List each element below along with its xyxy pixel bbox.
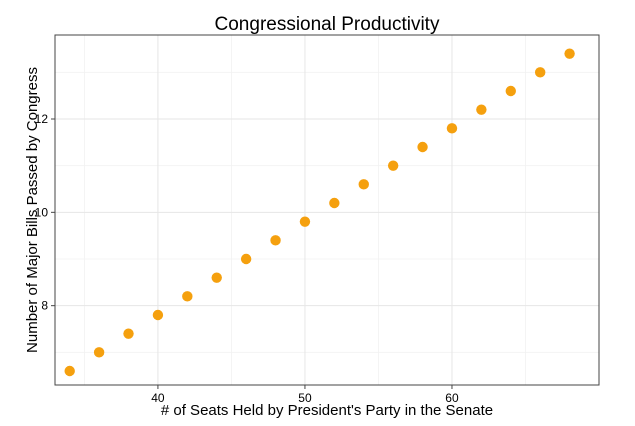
x-tick-label: 50	[298, 391, 312, 405]
data-point	[505, 85, 516, 97]
data-point	[387, 160, 399, 171]
data-point	[329, 197, 340, 209]
y-axis-label: Number of Major Bills Passed by Congress	[24, 67, 41, 353]
x-tick-label: 60	[445, 391, 459, 405]
data-point	[64, 365, 75, 377]
data-point	[476, 104, 487, 115]
data-point	[534, 67, 546, 78]
data-point	[240, 253, 252, 265]
data-point	[299, 216, 311, 227]
chart-title: Congressional Productivity	[215, 14, 440, 35]
data-point	[93, 347, 105, 358]
data-point	[211, 272, 222, 283]
data-point	[564, 48, 575, 59]
y-tick-label: 12	[35, 112, 49, 126]
y-tick-label: 10	[35, 205, 49, 219]
data-point	[182, 291, 193, 302]
data-point	[446, 123, 458, 134]
grid-lines	[55, 35, 599, 385]
data-point	[123, 328, 134, 339]
x-tick-label: 40	[151, 391, 165, 405]
y-tick-label: 8	[41, 299, 48, 313]
plot-panel	[54, 34, 600, 386]
data-point	[270, 235, 281, 246]
data-point	[152, 309, 164, 321]
data-points	[64, 48, 575, 377]
data-point	[417, 141, 428, 153]
axis-ticks: 40 50 60 8 10 12	[35, 112, 459, 405]
x-axis-label: # of Seats Held by President's Party in …	[161, 402, 493, 419]
data-point	[358, 179, 369, 190]
